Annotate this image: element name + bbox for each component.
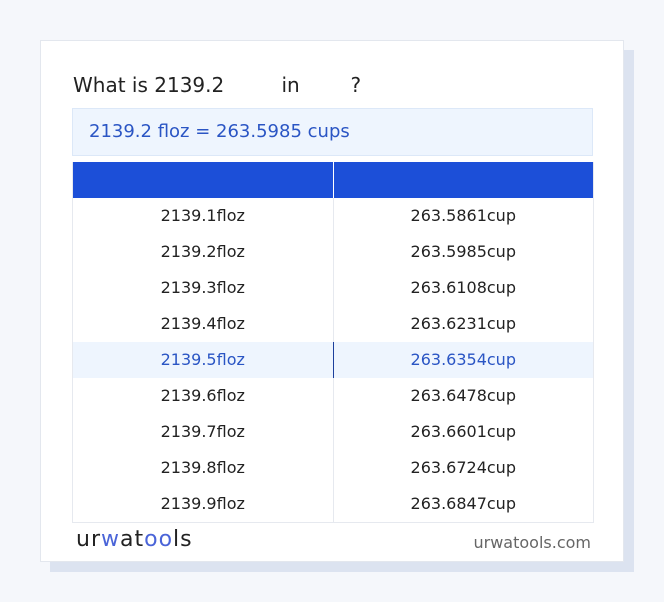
page-title: What is 2139.2 in ?	[73, 73, 362, 97]
table-header	[73, 162, 593, 198]
cell-floz: 2139.6floz	[73, 378, 334, 414]
site-link[interactable]: urwatools.com	[473, 533, 592, 552]
table-row: 2139.4floz 263.6231cup	[73, 306, 593, 342]
cell-floz: 2139.3floz	[73, 270, 334, 306]
cell-cups: 263.6478cup	[410, 386, 516, 405]
header-from	[73, 162, 334, 198]
table-row: 2139.3floz 263.6108cup	[73, 270, 593, 306]
cell-floz: 2139.7floz	[73, 414, 334, 450]
table-row: 2139.7floz 263.6601cup	[73, 414, 593, 450]
cell-cups: 263.6108cup	[410, 278, 516, 297]
cell-cups: 263.5861cup	[410, 206, 516, 225]
cell-cups: 263.6354cup	[410, 350, 516, 369]
cell-floz: 2139.2floz	[73, 234, 334, 270]
cell-cups: 263.6601cup	[410, 422, 516, 441]
cell-floz: 2139.5floz	[73, 342, 334, 378]
table-row: 2139.6floz 263.6478cup	[73, 378, 593, 414]
table-row: 2139.1floz 263.5861cup	[73, 198, 593, 234]
conversion-result: 2139.2 floz = 263.5985 cups	[72, 108, 593, 156]
cell-floz: 2139.8floz	[73, 450, 334, 486]
table-row: 2139.2floz 263.5985cup	[73, 234, 593, 270]
cell-cups: 263.6847cup	[410, 494, 516, 513]
cell-cups: 263.6724cup	[410, 458, 516, 477]
urwatools-logo[interactable]: urwatools	[76, 527, 193, 552]
converter-card: What is 2139.2 in ? 2139.2 floz = 263.59…	[40, 40, 624, 562]
conversion-table: 2139.1floz 263.5861cup 2139.2floz 263.5985c…	[72, 162, 594, 523]
cell-floz: 2139.1floz	[73, 198, 334, 234]
table-row: 2139.9floz 263.6847cup	[73, 486, 593, 522]
cell-cups: 263.5985cup	[410, 242, 516, 261]
header-to	[334, 162, 594, 198]
table-row: 2139.5floz 263.6354cup	[73, 342, 593, 378]
cell-cups: 263.6231cup	[410, 314, 516, 333]
table-row: 2139.8floz 263.6724cup	[73, 450, 593, 486]
cell-floz: 2139.9floz	[73, 486, 334, 522]
cell-floz: 2139.4floz	[73, 306, 334, 342]
